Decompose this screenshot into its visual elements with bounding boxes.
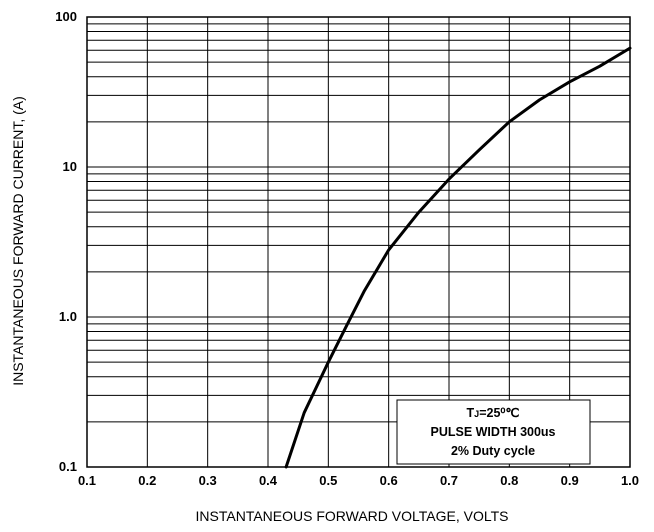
grid — [86, 17, 631, 468]
annotation-background — [397, 400, 590, 464]
y-axis-label: INSTANTANEOUS FORWARD CURRENT, (A) — [10, 96, 26, 386]
annotation-box: TJ=25⁰℃ PULSE WIDTH 300us 2% Duty cycle — [396, 399, 591, 465]
annotation-junction-temp: TJ=25⁰℃ — [467, 406, 520, 420]
x-tick-label: 0.5 — [319, 473, 337, 488]
annotation-duty-cycle: 2% Duty cycle — [451, 444, 535, 458]
x-axis-label: INSTANTANEOUS FORWARD VOLTAGE, VOLTS — [196, 508, 509, 524]
tick-labels: 0.1 0.2 0.3 0.4 0.5 0.6 0.7 0.8 0.9 1.0 100 10 1.0 0.… — [55, 9, 639, 488]
annotation-border — [396, 399, 591, 465]
x-tick-label: 0.7 — [440, 473, 458, 488]
x-tick-label: 1.0 — [621, 473, 639, 488]
x-tick-label: 0.1 — [78, 473, 96, 488]
x-tick-label: 0.2 — [138, 473, 156, 488]
forward-current-curve — [284, 46, 632, 469]
y-tick-label: 1.0 — [59, 309, 77, 324]
x-tick-label: 0.9 — [561, 473, 579, 488]
y-tick-label: 0.1 — [59, 459, 77, 474]
plot-border — [86, 16, 631, 468]
annotation-pulse-width: PULSE WIDTH 300us — [430, 425, 555, 439]
x-tick-label: 0.4 — [259, 473, 278, 488]
y-tick-label: 100 — [55, 9, 77, 24]
plot-frame — [86, 16, 631, 468]
y-tick-label: 10 — [63, 159, 77, 174]
x-tick-label: 0.6 — [380, 473, 398, 488]
x-tick-label: 0.8 — [500, 473, 518, 488]
x-tick-label: 0.3 — [199, 473, 217, 488]
